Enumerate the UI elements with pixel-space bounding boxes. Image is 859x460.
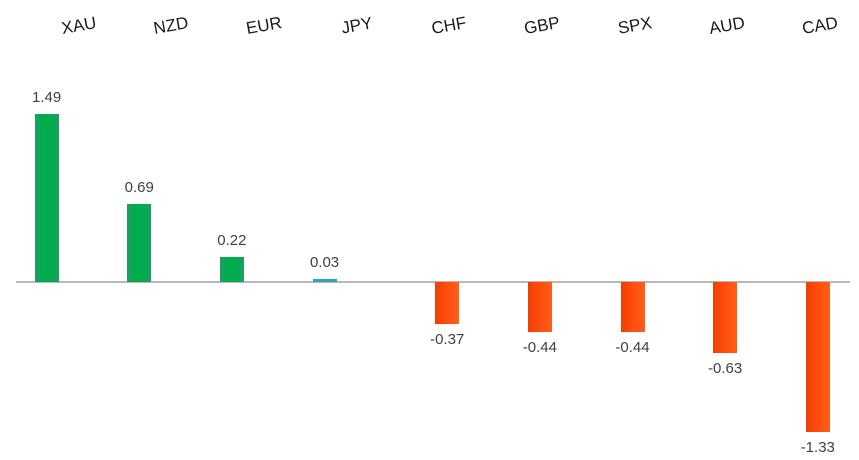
value-label-xau: 1.49: [31, 89, 62, 106]
category-label-cad: CAD: [800, 13, 840, 38]
value-label-jpy: 0.03: [309, 254, 340, 271]
value-label-chf: -0.37: [430, 331, 465, 348]
value-label-spx: -0.44: [615, 339, 650, 356]
category-label-nzd: NZD: [152, 13, 191, 38]
bar-aud: [713, 282, 738, 353]
category-label-gbp: GBP: [522, 13, 562, 38]
bar-eur: [219, 257, 244, 282]
bar-chf: [435, 282, 460, 324]
bar-jpy: [312, 279, 337, 282]
category-label-xau: XAU: [59, 13, 98, 38]
value-label-nzd: 0.69: [124, 179, 154, 196]
value-label-eur: 0.22: [217, 232, 247, 249]
value-label-cad: -1.33: [800, 439, 835, 456]
value-label-gbp: -0.44: [522, 339, 557, 356]
value-label-aud: -0.63: [708, 360, 743, 377]
category-label-spx: SPX: [616, 13, 653, 38]
bar-cad: [805, 282, 830, 432]
bar-nzd: [127, 204, 152, 282]
bar-spx: [620, 282, 645, 332]
category-label-aud: AUD: [707, 13, 747, 38]
category-label-chf: CHF: [430, 13, 468, 38]
bar-xau: [34, 114, 59, 282]
category-label-eur: EUR: [244, 13, 284, 38]
category-label-jpy: JPY: [339, 13, 374, 38]
x-axis-zero-line: [16, 281, 850, 283]
bar-gbp: [527, 282, 552, 332]
